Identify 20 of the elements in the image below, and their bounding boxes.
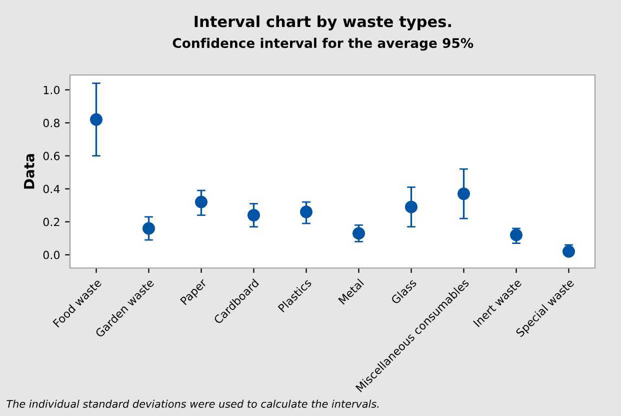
point: [458, 188, 470, 200]
y-axis-title: Data: [24, 154, 34, 189]
chart-subtitle: Confidence interval for the average 95%: [172, 38, 474, 51]
y-tick-label: 0.4: [43, 184, 60, 194]
y-tick-label: 0.8: [43, 118, 60, 128]
y-tick-label: 0.2: [43, 218, 60, 226]
point: [405, 200, 418, 214]
point: [142, 222, 155, 235]
point: [248, 208, 260, 222]
point: [352, 227, 365, 240]
point: [300, 206, 312, 218]
point: [562, 245, 575, 258]
y-tick-label: 0.0: [43, 250, 60, 260]
point: [90, 113, 102, 126]
text: The individual standard deviations were used to calculate the intervals.: [6, 400, 379, 408]
chart-title: Interval chart by waste types.: [194, 15, 451, 30]
point: [195, 196, 208, 208]
y-tick-label: 0.6: [43, 152, 60, 160]
y-tick-label: 1.0: [44, 86, 60, 94]
point: [510, 228, 522, 242]
